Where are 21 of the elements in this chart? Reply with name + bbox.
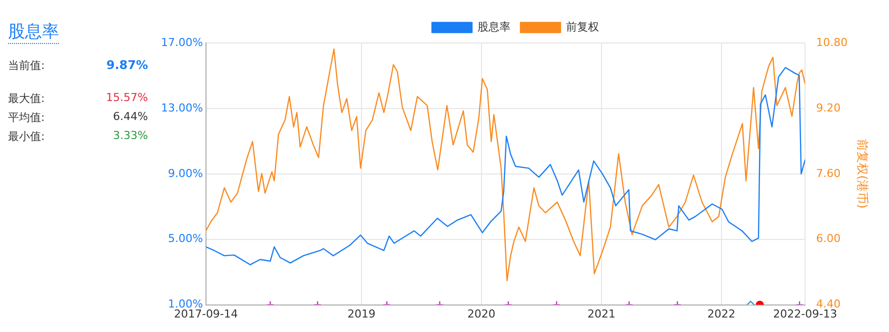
text: 股息率 (8, 20, 59, 44)
y-tick-label: 17.00% (160, 36, 203, 49)
y-tick-label: 13.00% (160, 101, 203, 114)
y-tick-label: 9.00% (168, 166, 203, 180)
y2-axis-title: 前复权(港币) (856, 139, 870, 209)
x-tick-label: 2022 (707, 307, 736, 320)
text: 当前值: 9.87% (8, 58, 148, 72)
y-tick-label: 5.00% (168, 232, 203, 246)
y2-tick-label: 9.20 (816, 101, 841, 114)
text: 平均值: 6.44% (8, 110, 148, 124)
text: 最小值: 3.33% (8, 129, 148, 143)
x-tick-label: 2022-09-13 (773, 307, 838, 320)
y2-tick-label: 7.60 (816, 166, 841, 180)
x-tick-label: 2020 (467, 307, 496, 320)
legend-label: 股息率 (478, 20, 510, 34)
y2-tick-label: 10.80 (816, 36, 848, 49)
legend-label: 前复权 (566, 20, 599, 34)
x-tick-label: 2021 (588, 307, 616, 320)
y2-tick-label: 6.00 (816, 232, 841, 246)
text: 最大值: 15.57% (8, 91, 148, 105)
x-tick-label: 2019 (348, 307, 376, 320)
